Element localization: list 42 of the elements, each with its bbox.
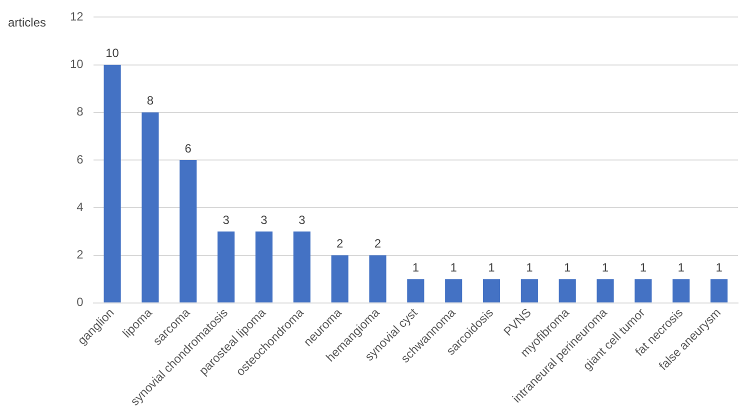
bar [104, 64, 121, 302]
bar [407, 279, 424, 302]
data-label: 8 [146, 94, 154, 108]
data-label: 3 [222, 212, 230, 227]
bar [710, 279, 728, 302]
data-label: 1 [640, 260, 647, 274]
y-tick-label: 10 [70, 57, 84, 72]
data-label: 1 [488, 260, 496, 274]
data-label: 1 [716, 260, 723, 274]
data-label: 1 [526, 260, 534, 274]
y-tick-label: 2 [76, 248, 84, 262]
bar [558, 279, 576, 302]
data-label: 1 [602, 260, 609, 274]
y-tick-label: 0 [76, 295, 84, 310]
bar [634, 279, 652, 302]
bar [596, 279, 614, 302]
y-tick-label: 12 [70, 10, 84, 24]
bar [482, 279, 500, 302]
bar [142, 112, 159, 302]
bar [293, 231, 310, 302]
data-label: 10 [106, 46, 120, 60]
data-label: 1 [678, 260, 685, 274]
bar [369, 255, 386, 302]
bar [672, 279, 690, 302]
bar [445, 279, 462, 302]
data-label: 1 [412, 260, 420, 274]
bar [520, 279, 538, 302]
y-axis-title: articles [8, 16, 46, 30]
bar [218, 231, 235, 302]
data-label: 6 [184, 141, 192, 156]
data-label: 1 [450, 260, 458, 274]
y-tick-label: 8 [76, 104, 84, 119]
y-tick-label: 6 [76, 152, 84, 166]
data-label: 3 [298, 212, 306, 227]
data-label: 2 [374, 236, 382, 251]
data-label: 3 [260, 212, 268, 227]
data-label: 2 [336, 236, 344, 251]
data-label: 1 [564, 260, 572, 274]
bar [180, 160, 197, 302]
bar [331, 255, 348, 302]
y-tick-label: 4 [76, 200, 84, 214]
bar [255, 231, 273, 302]
